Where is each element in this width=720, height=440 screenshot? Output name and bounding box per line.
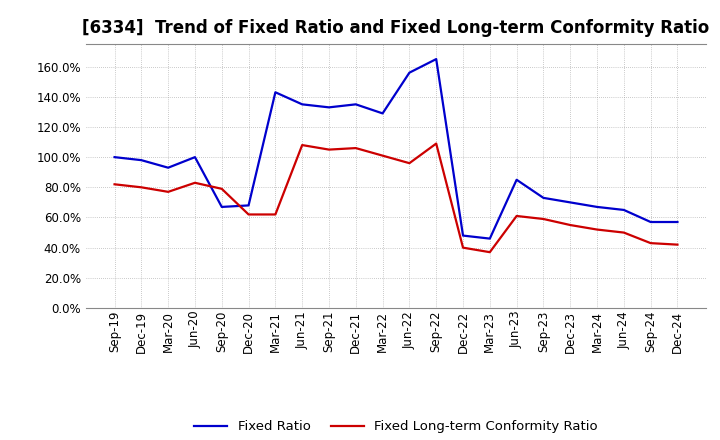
Fixed Long-term Conformity Ratio bbox=[432, 141, 441, 146]
Fixed Long-term Conformity Ratio bbox=[217, 186, 226, 191]
Line: Fixed Ratio: Fixed Ratio bbox=[114, 59, 678, 238]
Fixed Ratio bbox=[217, 204, 226, 209]
Fixed Long-term Conformity Ratio bbox=[164, 189, 173, 194]
Fixed Ratio bbox=[137, 158, 145, 163]
Fixed Long-term Conformity Ratio bbox=[405, 161, 414, 166]
Fixed Long-term Conformity Ratio bbox=[271, 212, 279, 217]
Fixed Ratio bbox=[459, 233, 467, 238]
Fixed Ratio bbox=[325, 105, 333, 110]
Fixed Ratio bbox=[566, 200, 575, 205]
Title: [6334]  Trend of Fixed Ratio and Fixed Long-term Conformity Ratio: [6334] Trend of Fixed Ratio and Fixed Lo… bbox=[82, 19, 710, 37]
Fixed Ratio bbox=[619, 207, 628, 213]
Fixed Long-term Conformity Ratio bbox=[619, 230, 628, 235]
Fixed Long-term Conformity Ratio bbox=[539, 216, 548, 222]
Fixed Long-term Conformity Ratio bbox=[244, 212, 253, 217]
Line: Fixed Long-term Conformity Ratio: Fixed Long-term Conformity Ratio bbox=[114, 143, 678, 252]
Fixed Long-term Conformity Ratio bbox=[647, 241, 655, 246]
Fixed Ratio bbox=[378, 111, 387, 116]
Fixed Ratio bbox=[539, 195, 548, 201]
Fixed Ratio bbox=[271, 90, 279, 95]
Fixed Long-term Conformity Ratio bbox=[485, 249, 494, 255]
Fixed Ratio bbox=[647, 220, 655, 225]
Fixed Long-term Conformity Ratio bbox=[459, 245, 467, 250]
Fixed Long-term Conformity Ratio bbox=[593, 227, 601, 232]
Fixed Ratio bbox=[244, 203, 253, 208]
Fixed Ratio bbox=[432, 56, 441, 62]
Fixed Long-term Conformity Ratio bbox=[513, 213, 521, 219]
Fixed Ratio bbox=[485, 236, 494, 241]
Fixed Ratio bbox=[593, 204, 601, 209]
Fixed Long-term Conformity Ratio bbox=[191, 180, 199, 185]
Fixed Ratio bbox=[191, 154, 199, 160]
Fixed Ratio bbox=[351, 102, 360, 107]
Fixed Long-term Conformity Ratio bbox=[378, 153, 387, 158]
Fixed Long-term Conformity Ratio bbox=[298, 143, 307, 148]
Fixed Ratio bbox=[405, 70, 414, 75]
Fixed Ratio bbox=[298, 102, 307, 107]
Fixed Long-term Conformity Ratio bbox=[110, 182, 119, 187]
Fixed Long-term Conformity Ratio bbox=[673, 242, 682, 247]
Fixed Ratio bbox=[673, 220, 682, 225]
Fixed Long-term Conformity Ratio bbox=[566, 222, 575, 227]
Fixed Long-term Conformity Ratio bbox=[351, 146, 360, 151]
Legend: Fixed Ratio, Fixed Long-term Conformity Ratio: Fixed Ratio, Fixed Long-term Conformity … bbox=[189, 415, 603, 439]
Fixed Ratio bbox=[513, 177, 521, 183]
Fixed Ratio bbox=[164, 165, 173, 170]
Fixed Long-term Conformity Ratio bbox=[325, 147, 333, 152]
Fixed Ratio bbox=[110, 154, 119, 160]
Fixed Long-term Conformity Ratio bbox=[137, 185, 145, 190]
